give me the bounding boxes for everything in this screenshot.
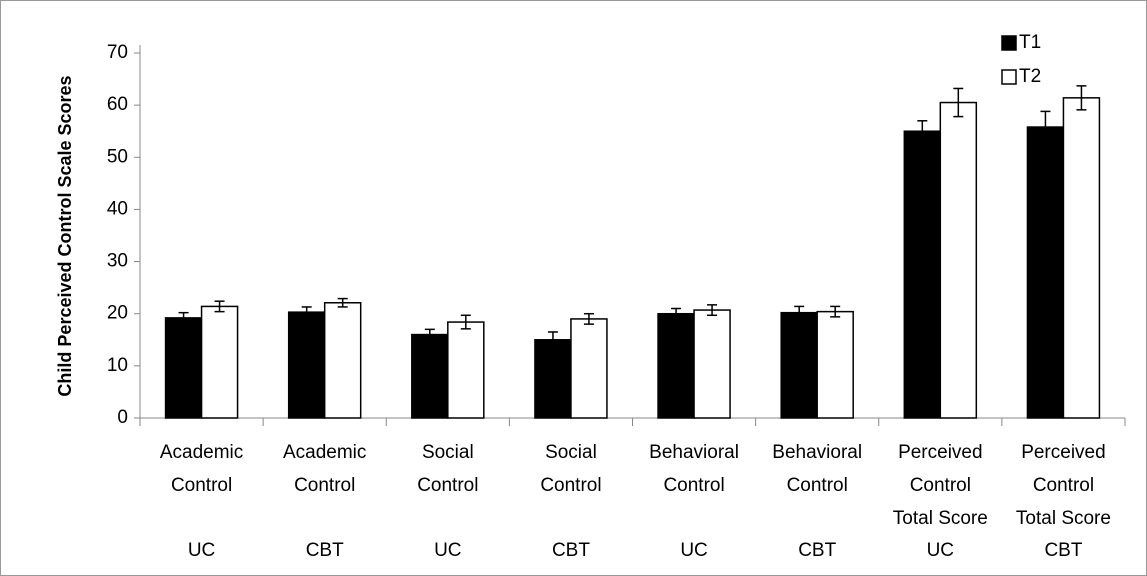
bar: [1062, 97, 1101, 419]
error-bar: [953, 87, 964, 118]
x-tick-label: Control: [663, 475, 724, 496]
error-bar: [1076, 85, 1087, 111]
x-group-label: CBT: [1044, 540, 1082, 561]
y-tick-label: 10: [107, 355, 128, 376]
x-group-label: UC: [434, 540, 461, 561]
x-group-label: CBT: [552, 540, 590, 561]
x-tick-label: Control: [417, 475, 478, 496]
bar: [570, 318, 608, 419]
error-bar: [583, 312, 594, 325]
error-bar: [424, 328, 435, 341]
bar: [534, 339, 572, 419]
bar: [287, 311, 326, 419]
y-tick-label: 60: [107, 94, 128, 115]
error-bar: [707, 304, 718, 317]
y-tick-label: 70: [107, 42, 128, 63]
bar: [657, 312, 695, 419]
x-group-label: UC: [188, 540, 215, 561]
error-bar: [794, 305, 805, 320]
x-group-label: CBT: [798, 540, 836, 561]
legend-swatch: [1001, 69, 1017, 85]
error-bar: [917, 120, 928, 143]
x-tick-label: Control: [910, 475, 971, 496]
legend-swatch: [1001, 35, 1017, 51]
bar: [200, 305, 239, 419]
x-tick-label: Total Score: [1016, 508, 1111, 529]
bar: [903, 130, 942, 419]
error-bar: [460, 314, 471, 330]
y-tick-label: 20: [107, 303, 128, 324]
bar: [939, 101, 978, 419]
error-bar: [178, 311, 189, 324]
bar: [323, 302, 362, 419]
bar: [1026, 126, 1065, 419]
y-tick-label: 0: [117, 407, 128, 428]
legend-label: T1: [1019, 32, 1041, 53]
bar: [411, 333, 449, 419]
x-tick-label: Academic: [283, 442, 366, 463]
x-tick-label: Control: [1033, 475, 1094, 496]
x-tick-label: Social: [422, 442, 474, 463]
x-group-label: CBT: [306, 540, 344, 561]
x-tick-label: Control: [540, 475, 601, 496]
x-tick-label: Perceived: [1021, 442, 1106, 463]
bar: [693, 309, 731, 419]
error-bar: [671, 307, 682, 320]
x-tick-label: Social: [545, 442, 597, 463]
x-tick-label: Control: [294, 475, 355, 496]
error-bar: [337, 297, 348, 308]
x-tick-label: Behavioral: [649, 442, 739, 463]
bar: [780, 311, 818, 419]
x-group-label: UC: [680, 540, 707, 561]
y-tick-label: 50: [107, 146, 128, 167]
bar: [447, 321, 485, 419]
x-group-label: UC: [927, 540, 954, 561]
legend-label: T2: [1019, 66, 1041, 87]
y-tick-label: 30: [107, 251, 128, 272]
y-axis-title: Child Perceived Control Scale Scores: [55, 75, 75, 396]
error-bar: [1040, 110, 1051, 144]
x-tick-label: Perceived: [898, 442, 983, 463]
error-bar: [301, 306, 312, 319]
y-tick-label: 40: [107, 198, 128, 219]
bar: [164, 317, 203, 419]
error-bar: [547, 331, 558, 349]
x-tick-label: Control: [787, 475, 848, 496]
x-tick-label: Total Score: [893, 508, 988, 529]
x-tick-label: Behavioral: [772, 442, 862, 463]
error-bar: [830, 305, 841, 318]
error-bar: [214, 300, 225, 313]
x-tick-label: Control: [171, 475, 232, 496]
x-tick-label: Academic: [160, 442, 243, 463]
bar: [816, 310, 854, 419]
